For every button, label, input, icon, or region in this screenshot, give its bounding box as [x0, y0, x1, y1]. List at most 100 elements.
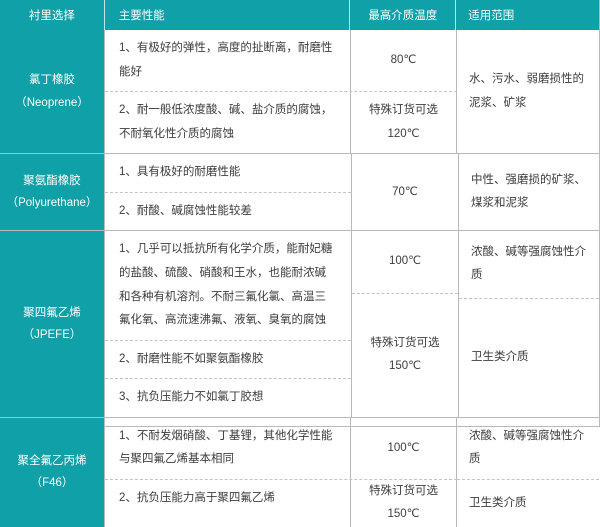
property-cell: 1、具有极好的耐磨性能 [105, 154, 351, 192]
scope-line: 煤浆和泥浆 [471, 197, 529, 210]
table-row-group: 聚全氟乙丙烯 （F46） 1、不耐发烟硝酸、丁基锂，其他化学性能 与聚四氟乙烯基本相同… [0, 416, 599, 527]
group-content: 1、有极好的弹性，高度的扯断离，耐磨性 能好 80℃ 2、耐一般低浓度酸、碱、盐介质的… [105, 30, 599, 154]
property-cell: 1、几乎可以抵抗所有化学介质，能耐妃糖 的盐酸、硫酸、硝酸和王水，也能耐浓碱 和各种… [105, 231, 351, 339]
scope-line: 水、污水、弱磨损性的 [469, 73, 584, 86]
material-name-en: （F46） [30, 477, 74, 490]
property-line: 2、耐一般低浓度酸、碱、盐介质的腐蚀， [119, 104, 333, 117]
property-temperature-stack: 1、不耐发烟硝酸、丁基锂，其他化学性能 与聚四氟乙烯基本相同 100℃ 2、抗负压能力… [105, 417, 457, 527]
property-cell: 2、抗负压能力高于聚四氟乙烯 [105, 479, 351, 527]
material-name-en: （JPEFE） [22, 329, 82, 342]
property-cell: 3、抗负压能力不如氯丁胶想 [105, 378, 351, 417]
scope-cell: 浓酸、碱等强腐蚀性介质 [459, 231, 599, 297]
property-line: 1、具有极好的耐磨性能 [119, 166, 241, 179]
property-line: 3、抗负压能力不如氯丁胶想 [119, 391, 264, 404]
property-temperature-stack: 1、具有极好的耐磨性能 2、耐酸、碱腐蚀性能较差 70℃ [105, 154, 459, 231]
scope-line: 浓酸、碱等强腐蚀性介 [471, 245, 586, 258]
property-line: 能好 [119, 65, 142, 78]
scope-stack: 中性、强磨损的矿浆、 煤浆和泥浆 [459, 154, 599, 230]
table-row-group: 聚氨酯橡胶 （Polyurethane） 1、具有极好的耐磨性能 2、耐酸、碱腐蚀性能… [0, 153, 599, 231]
property-line: 与聚四氟乙烯基本相同 [119, 453, 234, 466]
temperature-line: 特殊订货可选 [369, 484, 438, 497]
column-header-max-medium-temperature: 最高介质温度 [350, 0, 457, 30]
temperature-line: 100℃ [388, 255, 422, 268]
material-name-en: （Neoprene） [15, 96, 89, 109]
scope-cell: 水、污水、弱磨损性的 泥浆、矿浆 [457, 30, 599, 153]
property-line: 2、耐磨性能不如聚氨酯橡胶 [119, 352, 264, 365]
group-content: 1、不耐发烟硝酸、丁基锂，其他化学性能 与聚四氟乙烯基本相同 100℃ 2、抗负压能力… [105, 417, 599, 527]
scope-line: 中性、强磨损的矿浆、 [471, 173, 586, 186]
material-name-cn: 聚四氟乙烯 [23, 306, 81, 319]
column-header-application-scope: 适用范围 [456, 0, 599, 30]
material-name-cell: 聚氨酯橡胶 （Polyurethane） [0, 154, 105, 231]
column-header-label: 适用范围 [468, 10, 515, 22]
temperature-cell: 特殊订货可选 150℃ [352, 292, 458, 417]
property-cell: 2、耐一般低浓度酸、碱、盐介质的腐蚀， 不耐氧化性介质的腐蚀 [105, 92, 351, 154]
property-line: 不耐氧化性介质的腐蚀 [119, 127, 234, 140]
column-header-label: 主要性能 [118, 10, 165, 22]
column-header-lining-selection: 衬里选择 [0, 0, 105, 30]
scope-cell: 卫生类介质 [459, 297, 599, 417]
scope-line: 浓酸、碱等强腐蚀性介 [469, 429, 584, 442]
table-row-group: 氯丁橡胶 （Neoprene） 1、有极好的弹性，高度的扯断离，耐磨性 能好 80℃ 2、… [0, 30, 599, 154]
scope-line: 质 [471, 269, 483, 282]
property-line: 1、有极好的弹性，高度的扯断离，耐磨性 [119, 42, 333, 54]
column-header-main-performance: 主要性能 [105, 0, 351, 30]
scope-line: 泥浆、矿浆 [469, 96, 527, 109]
property-cell: 2、耐酸、碱腐蚀性能较差 [105, 191, 351, 231]
property-subrow: 2、抗负压能力高于聚四氟乙烯 特殊订货可选 150℃ [105, 478, 457, 527]
column-header-label: 最高介质温度 [368, 10, 438, 22]
property-cell: 2、耐磨性能不如聚氨酯橡胶 [105, 339, 351, 379]
property-line: 1、几乎可以抵抗所有化学介质，能耐妃糖 [119, 243, 333, 256]
scope-stack: 浓酸、碱等强腐蚀性介质卫生类介质 [459, 231, 599, 416]
temperature-stack: 100℃ 特殊订货可选 150℃ [352, 231, 459, 417]
temperature-cell: 100℃ [352, 231, 458, 292]
temperature-line: 150℃ [387, 508, 420, 521]
property-cell: 1、有极好的弹性，高度的扯断离，耐磨性 能好 [105, 30, 351, 92]
material-name-cn: 聚氨酯橡胶 [23, 174, 81, 187]
property-line: 和各种有机溶剂。不耐三氟化氯、高温三 [119, 290, 326, 303]
temperature-line: 150℃ [388, 360, 422, 373]
scope-stack: 浓酸、碱等强腐蚀性介质卫生类介质 [457, 418, 599, 527]
temperature-line: 80℃ [390, 53, 417, 66]
material-name-cell: 聚四氟乙烯 （JPEFE） [0, 231, 105, 417]
property-line: 2、抗负压能力高于聚四氟乙烯 [119, 491, 275, 504]
property-temperature-stack: 1、有极好的弹性，高度的扯断离，耐磨性 能好 80℃ 2、耐一般低浓度酸、碱、盐介质的… [105, 30, 457, 154]
scope-line: 卫生类介质 [471, 350, 529, 363]
property-stack: 1、具有极好的耐磨性能 2、耐酸、碱腐蚀性能较差 [105, 154, 352, 231]
temperature-line: 特殊订货可选 [370, 336, 440, 349]
temperature-cell: 特殊订货可选 120℃ [351, 92, 457, 154]
material-name-cell: 聚全氟乙丙烯 （F46） [0, 417, 105, 527]
scope-line: 质 [469, 453, 481, 466]
temperature-cell: 特殊订货可选 150℃ [351, 479, 457, 527]
group-content: 1、具有极好的耐磨性能 2、耐酸、碱腐蚀性能较差 70℃ 中性、强磨损的矿浆、 煤浆和泥… [105, 154, 599, 231]
temperature-line: 70℃ [392, 185, 418, 198]
temperature-line: 100℃ [387, 441, 420, 454]
temperature-stack: 70℃ [352, 154, 459, 231]
temperature-cell: 70℃ [352, 154, 458, 230]
property-line: 氟化氧、高流速沸氟、液氧、臭氧的腐蚀 [119, 314, 326, 327]
scope-stack: 水、污水、弱磨损性的 泥浆、矿浆 [457, 30, 599, 153]
scope-cell: 中性、强磨损的矿浆、 煤浆和泥浆 [459, 154, 599, 230]
table-row-group: 聚四氟乙烯 （JPEFE） 1、几乎可以抵抗所有化学介质，能耐妃糖 的盐酸、硫酸、硝酸… [0, 230, 599, 417]
table-header-row: 衬里选择 主要性能 最高介质温度 适用范围 [0, 0, 599, 30]
scope-line: 卫生类介质 [469, 496, 527, 509]
material-name-cell: 氯丁橡胶 （Neoprene） [0, 30, 105, 154]
column-header-label: 衬里选择 [28, 10, 75, 22]
material-name-cn: 聚全氟乙丙烯 [17, 454, 87, 467]
temperature-cell: 80℃ [351, 30, 457, 92]
property-subrow: 2、耐一般低浓度酸、碱、盐介质的腐蚀， 不耐氧化性介质的腐蚀 特殊订货可选 120℃ [105, 91, 457, 154]
property-line: 1、不耐发烟硝酸、丁基锂，其他化学性能 [119, 429, 333, 442]
temperature-line: 120℃ [387, 127, 420, 140]
property-subrow: 1、有极好的弹性，高度的扯断离，耐磨性 能好 80℃ [105, 30, 457, 92]
material-name-cn: 氯丁橡胶 [29, 74, 75, 87]
scope-cell: 卫生类介质 [457, 478, 599, 527]
temperature-line: 特殊订货可选 [369, 104, 438, 117]
table-body: 氯丁橡胶 （Neoprene） 1、有极好的弹性，高度的扯断离，耐磨性 能好 80℃ 2、… [0, 30, 599, 527]
group-content: 1、几乎可以抵抗所有化学介质，能耐妃糖 的盐酸、硫酸、硝酸和王水，也能耐浓碱 和各种… [105, 231, 599, 417]
property-line: 2、耐酸、碱腐蚀性能较差 [119, 204, 252, 217]
material-name-en: （Polyurethane） [6, 197, 98, 210]
property-temperature-stack: 1、几乎可以抵抗所有化学介质，能耐妃糖 的盐酸、硫酸、硝酸和王水，也能耐浓碱 和各种… [105, 231, 459, 417]
property-stack: 1、几乎可以抵抗所有化学介质，能耐妃糖 的盐酸、硫酸、硝酸和王水，也能耐浓碱 和各种… [105, 231, 352, 417]
property-line: 的盐酸、硫酸、硝酸和王水，也能耐浓碱 [119, 266, 326, 279]
